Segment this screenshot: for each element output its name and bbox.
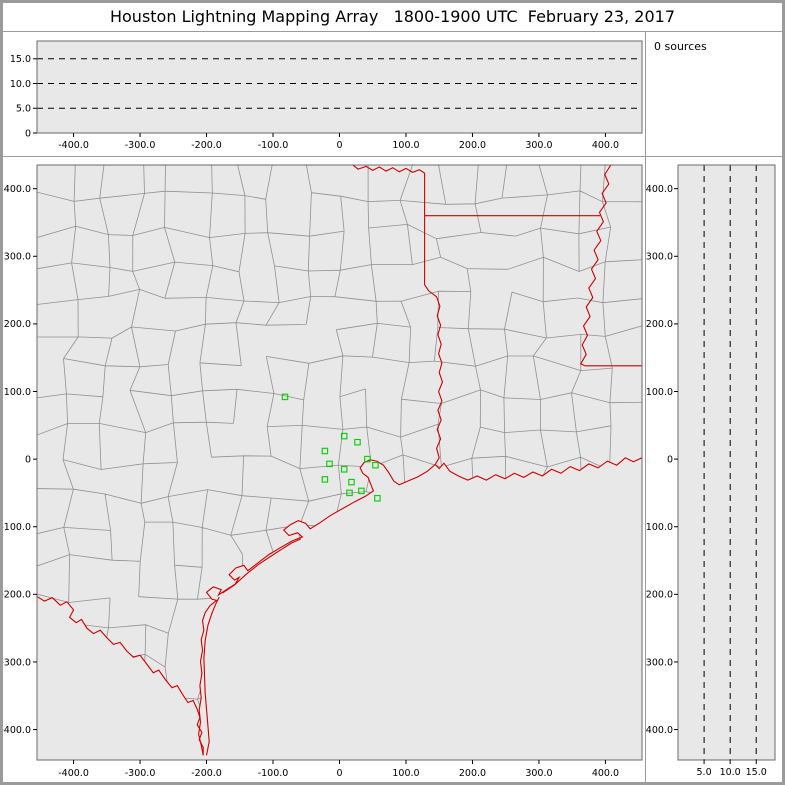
title-divider <box>3 31 782 32</box>
lma-station-marker <box>321 447 329 455</box>
x-tick-label: 300.0 <box>525 768 552 779</box>
altitude-ew-plot[interactable]: 15.0 10.0 5.0 0 -400.0 -300.0 -200.0 -100.0 0 100… <box>3 32 645 156</box>
altitude-tick-label: 5.0 <box>697 767 712 778</box>
x-tick-label: 200.0 <box>459 140 486 151</box>
y-tick-label: -400.0 <box>3 725 31 736</box>
x-tick-label: 100.0 <box>392 140 419 151</box>
altitude-tick-label: 10.0 <box>10 79 31 90</box>
x-tick-label: -200.0 <box>191 140 222 151</box>
x-tick-label: 0 <box>336 140 342 151</box>
y-tick-label: -200.0 <box>3 590 31 601</box>
lma-station-marker <box>346 489 353 497</box>
plan-view-map-panel: -400.0 -300.0 -200.0 -100.0 0 100.0 200.0 300.0… <box>3 157 645 782</box>
y-tick-label: 300.0 <box>646 252 673 263</box>
y-tick-label: 0 <box>667 454 673 465</box>
altitude-tick-label: 15.0 <box>10 54 31 65</box>
altitude-tick-label: 0 <box>25 128 31 139</box>
map-background <box>37 165 642 760</box>
horizontal-divider <box>3 156 782 157</box>
x-tick-label: -400.0 <box>58 768 89 779</box>
vertical-divider <box>645 31 646 782</box>
x-tick-label: 200.0 <box>459 768 486 779</box>
padre-island <box>203 596 220 756</box>
y-tick-label: 100.0 <box>646 387 673 398</box>
y-tick-label: -400.0 <box>646 725 673 736</box>
altitude-tick-label: 5.0 <box>16 104 31 115</box>
x-tick-label: 400.0 <box>592 768 619 779</box>
mississippi-river-border <box>580 165 612 367</box>
x-tick-label: -200.0 <box>191 768 222 779</box>
sources-count-label: 0 sources <box>654 40 707 53</box>
lma-station-marker <box>358 487 365 495</box>
lma-station-marker <box>326 460 333 468</box>
y-tick-label: -300.0 <box>646 657 673 668</box>
x-tick-label: 0 <box>336 768 342 779</box>
sources-panel: 0 sources <box>646 32 782 156</box>
gulf-coastline <box>198 457 642 756</box>
x-tick-label: -300.0 <box>125 140 156 151</box>
altitude-tick-label: 10.0 <box>720 767 741 778</box>
altitude-ns-background <box>678 165 775 760</box>
altitude-ns-frame <box>677 164 776 761</box>
lma-station-marker <box>321 476 329 483</box>
red-river-border <box>352 165 425 174</box>
y-tick-label: 0 <box>25 454 31 465</box>
matagorda-island <box>222 538 302 594</box>
lma-station-marker <box>340 466 348 473</box>
lma-station-marker <box>348 478 355 486</box>
page-title: Houston Lightning Mapping Array 1800-190… <box>109 7 675 26</box>
altitude-ew-panel: 15.0 10.0 5.0 0 -400.0 -300.0 -200.0 -100.0 0 100… <box>3 32 645 156</box>
y-tick-label: 400.0 <box>646 184 673 195</box>
x-tick-label: -300.0 <box>125 768 156 779</box>
y-tick-label: 400.0 <box>4 184 31 195</box>
lma-station-marker <box>281 393 289 401</box>
x-tick-label: 300.0 <box>525 140 552 151</box>
lma-station-marker <box>340 432 348 440</box>
x-tick-label: -100.0 <box>258 140 289 151</box>
lma-station-marker <box>374 495 381 502</box>
x-tick-label: -100.0 <box>258 768 289 779</box>
altitude-tick-label: 15.0 <box>746 767 767 778</box>
y-tick-label: 200.0 <box>4 319 31 330</box>
x-tick-label: -400.0 <box>58 140 89 151</box>
plan-view-map-plot[interactable]: -400.0 -300.0 -200.0 -100.0 0 100.0 200.0 300.0… <box>3 157 645 782</box>
rio-grande-border <box>37 595 204 756</box>
lma-station-marker <box>364 455 371 463</box>
y-tick-label: 300.0 <box>4 252 31 263</box>
y-tick-label: 100.0 <box>4 387 31 398</box>
y-tick-label: -100.0 <box>3 522 31 533</box>
x-tick-label: 400.0 <box>592 140 619 151</box>
lma-station-marker <box>354 438 361 446</box>
tx-la-border <box>424 173 444 465</box>
lma-station-marker <box>372 461 379 469</box>
y-tick-label: -100.0 <box>646 522 673 533</box>
y-tick-label: -300.0 <box>3 657 31 668</box>
y-tick-label: -200.0 <box>646 590 673 601</box>
altitude-ew-background <box>37 41 642 133</box>
y-tick-label: 200.0 <box>646 319 673 330</box>
altitude-ns-panel: 400.0 300.0 200.0 100.0 0 -100.0 -200.0 -300.0 -… <box>646 157 782 782</box>
altitude-ns-plot[interactable]: 400.0 300.0 200.0 100.0 0 -100.0 -200.0 -300.0 -… <box>646 157 782 782</box>
x-tick-label: 100.0 <box>392 768 419 779</box>
